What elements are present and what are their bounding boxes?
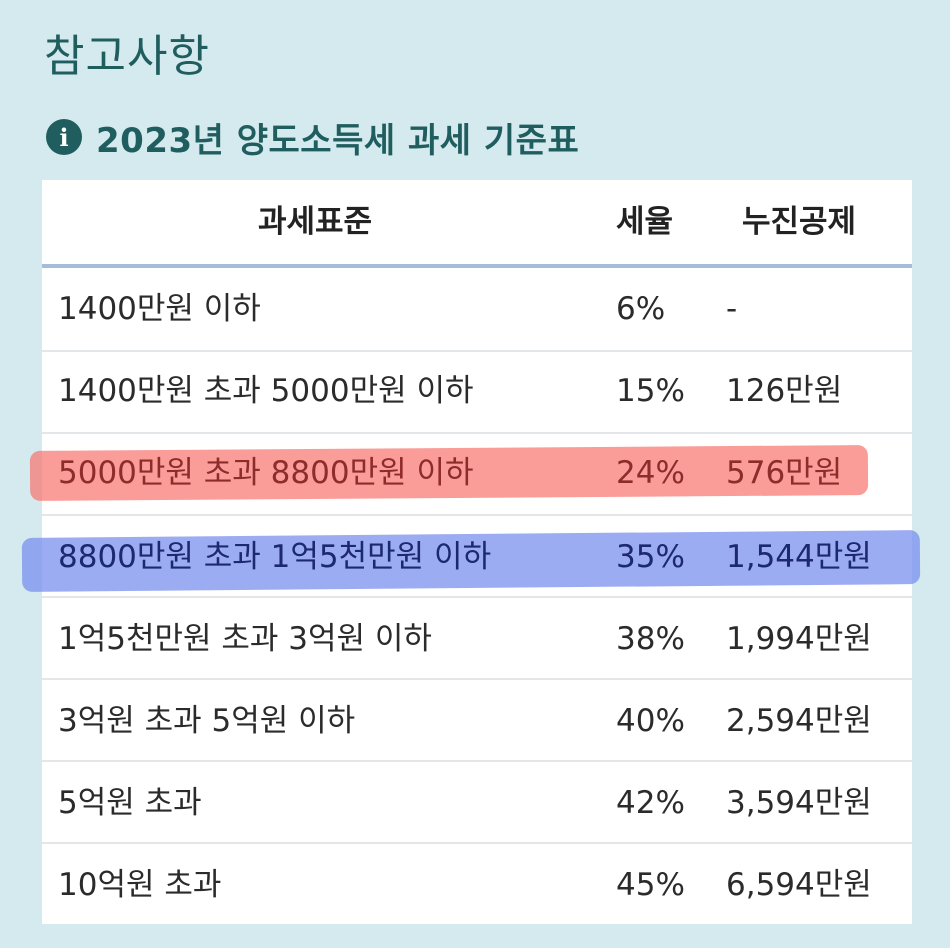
column-header-deduction: 누진공제 <box>742 204 857 240</box>
rate-cell: 15% <box>616 373 685 409</box>
section-title: 참고사항 <box>44 31 210 82</box>
bracket-cell: 1400만원 이하 <box>58 291 261 327</box>
deduction-cell: 576만원 <box>726 455 843 491</box>
table-row-highlighted-red: 5000만원 초과 8800만원 이하 24% 576만원 <box>29 432 912 516</box>
column-header-rate: 세율 <box>616 204 674 240</box>
rate-cell: 40% <box>616 703 685 739</box>
table-row-highlighted-blue: 8800만원 초과 1억5천만원 이하 35% 1,544만원 <box>21 514 921 598</box>
deduction-cell: 3,594만원 <box>726 785 872 821</box>
rate-cell: 35% <box>616 539 685 575</box>
table-row: 1400만원 초과 5000만원 이하 15% 126만원 <box>42 350 912 434</box>
bracket-cell: 5000만원 초과 8800만원 이하 <box>58 455 474 491</box>
deduction-cell: 1,544만원 <box>726 539 872 575</box>
table-row: 10억원 초과 45% 6,594만원 <box>42 842 912 924</box>
rate-cell: 6% <box>616 291 666 327</box>
deduction-cell: 6,594만원 <box>726 867 872 903</box>
bracket-cell: 1400만원 초과 5000만원 이하 <box>58 373 474 409</box>
deduction-cell: 2,594만원 <box>726 703 872 739</box>
tax-rate-table: 과세표준 세율 누진공제 1400만원 이하 6% - 1400만원 초과 50… <box>21 180 921 924</box>
deduction-cell: - <box>726 291 738 327</box>
table-subtitle: 2023년 양도소득세 과세 기준표 <box>96 120 580 161</box>
rate-cell: 24% <box>616 455 685 491</box>
info-icon: i <box>46 119 82 155</box>
table-header: 과세표준 세율 누진공제 <box>42 180 912 268</box>
table-row: 3억원 초과 5억원 이하 40% 2,594만원 <box>42 678 912 762</box>
table-row: 1400만원 이하 6% - <box>42 268 912 352</box>
rate-cell: 38% <box>616 621 685 657</box>
bracket-cell: 5억원 초과 <box>58 785 202 821</box>
bracket-cell: 10억원 초과 <box>58 867 222 903</box>
rate-cell: 45% <box>616 867 685 903</box>
table-row: 1억5천만원 초과 3억원 이하 38% 1,994만원 <box>42 596 912 680</box>
deduction-cell: 126만원 <box>726 373 843 409</box>
subtitle-row: i 2023년 양도소득세 과세 기준표 <box>44 112 579 162</box>
rate-cell: 42% <box>616 785 685 821</box>
bracket-cell: 1억5천만원 초과 3억원 이하 <box>58 621 432 657</box>
column-header-bracket: 과세표준 <box>258 204 373 240</box>
deduction-cell: 1,994만원 <box>726 621 872 657</box>
bracket-cell: 3억원 초과 5억원 이하 <box>58 703 356 739</box>
table-row: 5억원 초과 42% 3,594만원 <box>42 760 912 844</box>
bracket-cell: 8800만원 초과 1억5천만원 이하 <box>58 539 492 575</box>
